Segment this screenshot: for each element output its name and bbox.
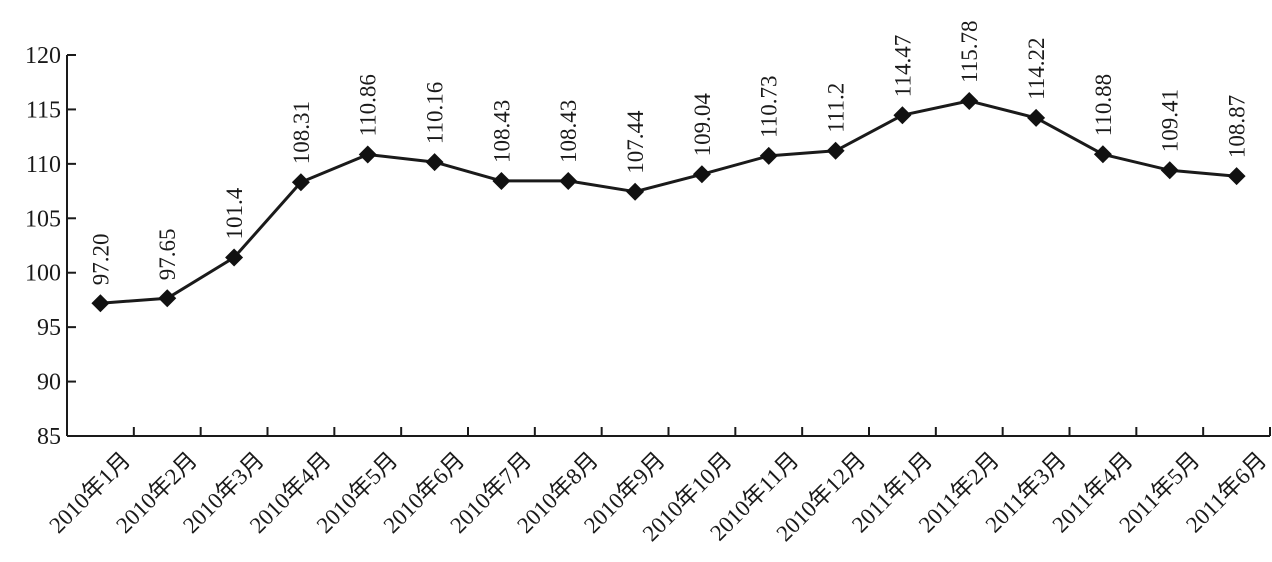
- data-label: 114.22: [1024, 38, 1049, 100]
- y-tick-label: 95: [37, 315, 61, 341]
- y-axis: 85 90 95 100 105 110 115 120: [25, 43, 76, 450]
- data-label: 110.86: [356, 74, 381, 136]
- y-tick-label: 115: [26, 97, 61, 123]
- data-label: 108.87: [1225, 95, 1250, 158]
- data-label: 101.4: [222, 187, 247, 239]
- data-point-marker: [1227, 167, 1246, 186]
- data-point-marker: [158, 289, 177, 308]
- data-label: 108.43: [556, 100, 581, 163]
- y-tick-label: 120: [25, 43, 61, 69]
- data-point-marker: [692, 165, 711, 184]
- data-point-marker: [91, 294, 110, 313]
- data-label: 97.65: [155, 229, 180, 281]
- data-point-marker: [225, 248, 244, 267]
- data-label: 115.78: [957, 21, 982, 83]
- data-point-marker: [759, 146, 778, 165]
- data-label: 108.31: [289, 101, 314, 164]
- data-point-marker: [358, 145, 377, 164]
- data-point-marker: [893, 106, 912, 125]
- x-axis: [67, 427, 1271, 437]
- data-point-marker: [492, 171, 511, 190]
- data-point-marker: [1027, 108, 1046, 127]
- data-point-marker: [291, 173, 310, 192]
- y-tick-label: 85: [37, 424, 61, 450]
- data-label: 110.16: [423, 82, 448, 144]
- data-label: 114.47: [890, 35, 915, 97]
- data-point-marker: [1093, 145, 1112, 164]
- y-tick-label: 110: [26, 152, 61, 178]
- data-label: 111.2: [824, 83, 849, 133]
- data-point-marker: [559, 171, 578, 190]
- data-label: 109.04: [690, 93, 715, 157]
- series-line-group: [100, 99, 1237, 305]
- data-label-group: 97.20 97.65 101.4 108.31 110.86 110.16 108.43 1…: [88, 21, 1249, 286]
- data-label: 107.44: [623, 110, 648, 174]
- data-label: 110.88: [1091, 74, 1116, 136]
- x-tick-label-group: 2010年1月2010年2月2010年3月2010年4月2010年5月2010年…: [44, 447, 1271, 546]
- y-tick-label: 105: [25, 206, 61, 232]
- data-label: 97.20: [88, 233, 113, 285]
- data-point-marker: [1160, 161, 1179, 180]
- data-label: 108.43: [489, 100, 514, 163]
- data-label: 109.41: [1158, 89, 1183, 152]
- data-point-marker: [425, 153, 444, 172]
- y-tick-label: 90: [37, 370, 61, 396]
- marker-group: [91, 91, 1246, 313]
- data-point-marker: [960, 91, 979, 110]
- series-line: [100, 99, 1237, 305]
- data-point-marker: [626, 182, 645, 201]
- data-label: 110.73: [757, 76, 782, 138]
- y-tick-label: 100: [25, 261, 61, 287]
- data-point-marker: [826, 141, 845, 160]
